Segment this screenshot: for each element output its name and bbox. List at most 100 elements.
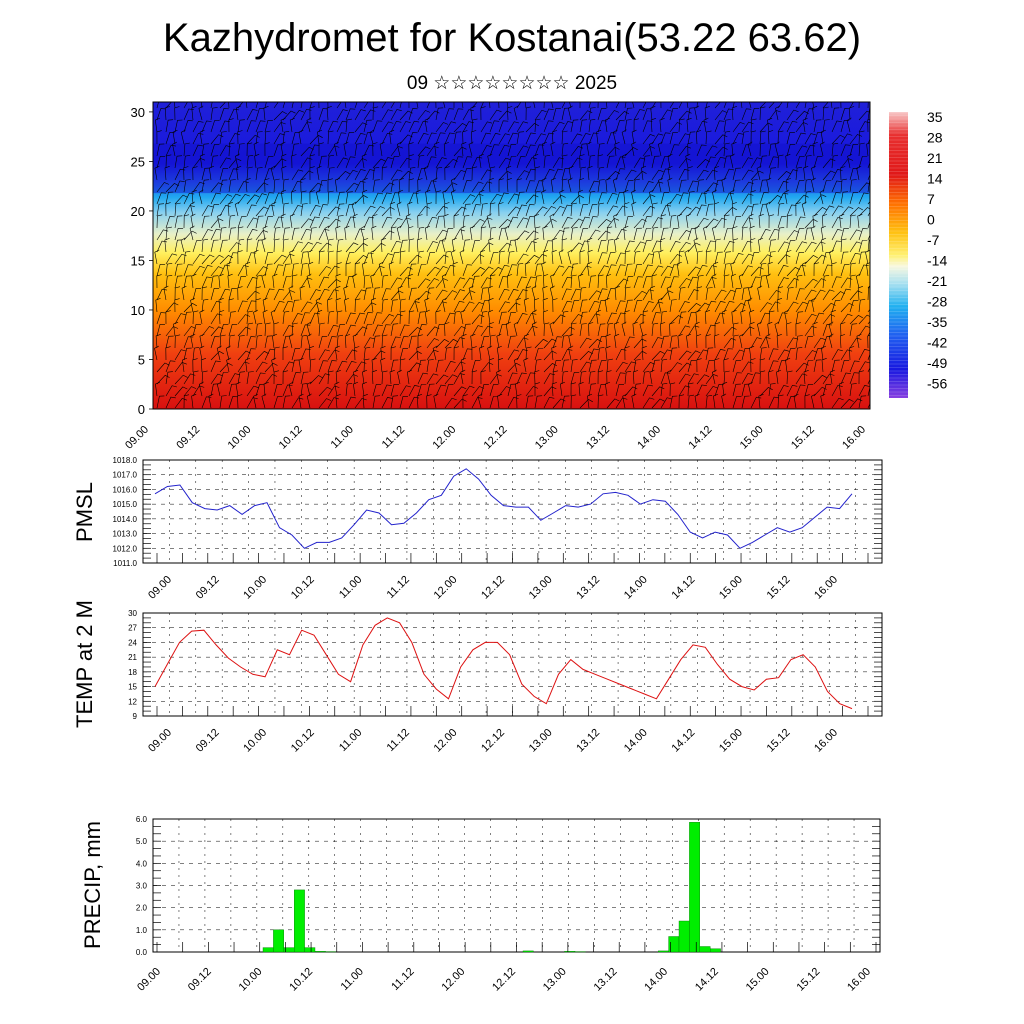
wind-barb	[786, 132, 795, 145]
wind-barb	[363, 238, 369, 253]
wind-barb	[334, 345, 340, 361]
wind-barb	[354, 133, 366, 145]
wind-barb	[489, 226, 497, 241]
wind-barb	[336, 109, 348, 121]
x-tick-label: 15.12	[794, 966, 822, 994]
wind-barb	[318, 120, 329, 133]
wind-barb	[424, 297, 430, 313]
wind-barb	[849, 106, 855, 121]
wind-barb	[354, 361, 367, 373]
wind-barb	[273, 227, 281, 241]
wind-barb	[190, 213, 196, 229]
wind-barb	[615, 229, 627, 241]
wind-barb	[237, 226, 244, 241]
wind-barb	[237, 130, 243, 145]
wind-barb	[246, 290, 260, 301]
wind-barb	[714, 120, 725, 133]
wind-barb	[309, 154, 315, 168]
wind-barb	[831, 276, 842, 289]
wind-barb	[721, 393, 727, 409]
wind-barb	[282, 238, 289, 253]
wind-barb	[469, 225, 475, 241]
wind-barb	[579, 110, 593, 121]
wind-barb	[577, 189, 584, 205]
wind-barb	[633, 241, 646, 253]
wind-barb	[650, 285, 656, 301]
wind-barb	[757, 285, 763, 301]
wind-barb	[183, 394, 190, 409]
wind-barb	[639, 321, 645, 337]
wind-barb	[840, 102, 842, 109]
wind-barb	[426, 383, 435, 397]
y-tick-label: 1018.0	[113, 456, 138, 465]
wind-barb	[381, 324, 391, 337]
wind-barb	[444, 132, 455, 145]
wind-barb	[804, 102, 807, 109]
wind-barb	[597, 360, 607, 373]
wind-barb	[858, 156, 868, 169]
wind-barb	[713, 393, 719, 409]
wind-barb	[291, 274, 298, 289]
wind-barb	[588, 322, 594, 337]
wind-barb	[552, 398, 566, 409]
wind-barb	[191, 393, 197, 409]
wind-barb	[417, 290, 431, 301]
wind-barb	[210, 204, 220, 217]
wind-barb	[300, 146, 314, 157]
wind-barb	[858, 130, 865, 145]
wind-barb	[363, 132, 373, 145]
wind-barb	[172, 129, 178, 145]
wind-barb	[795, 110, 809, 121]
wind-barb	[831, 349, 843, 361]
wind-barb	[390, 346, 396, 361]
wind-barb	[732, 349, 745, 361]
wind-barb	[857, 214, 863, 229]
wind-barb	[471, 240, 480, 253]
wind-barb	[372, 106, 379, 121]
wind-barb	[606, 370, 612, 385]
wind-barb	[504, 225, 510, 241]
wind-barb	[731, 106, 738, 121]
wind-barb	[480, 102, 484, 109]
wind-barb	[219, 205, 231, 217]
wind-barb	[390, 395, 399, 409]
wind-barb	[318, 180, 328, 193]
wind-barb	[705, 250, 712, 265]
wind-barb	[786, 120, 798, 133]
wind-barb	[424, 117, 430, 133]
x-tick-label: 13.12	[574, 727, 602, 755]
wind-barb	[372, 167, 380, 181]
wind-barb	[450, 177, 456, 193]
wind-barb	[165, 119, 174, 133]
wind-barb	[462, 203, 471, 217]
wind-barb	[291, 359, 300, 373]
wind-barb	[777, 227, 785, 241]
wind-barb	[426, 359, 434, 373]
wind-barb	[300, 218, 314, 229]
wind-barb	[732, 372, 743, 385]
wind-barb	[615, 252, 626, 265]
wind-barb	[624, 169, 637, 181]
wind-barb	[453, 214, 459, 228]
wind-barb	[687, 303, 701, 313]
wind-barb	[588, 300, 600, 313]
wind-barb	[795, 373, 808, 385]
wind-barb	[381, 253, 393, 265]
wind-barb	[462, 168, 472, 181]
wind-barb	[714, 312, 726, 325]
wind-barb	[298, 357, 304, 373]
wind-barb	[353, 381, 359, 397]
y-tick-label: 3.0	[136, 882, 148, 891]
wind-barb	[723, 102, 727, 109]
wind-barb	[570, 242, 584, 253]
wind-barb	[579, 216, 590, 229]
wind-barb	[435, 278, 449, 289]
wind-barb	[165, 202, 171, 217]
wind-barb	[721, 309, 727, 325]
wind-barb	[210, 288, 220, 301]
wind-barb	[273, 178, 280, 193]
wind-barb	[498, 288, 510, 301]
wind-barb	[174, 313, 186, 325]
wind-barb	[199, 129, 205, 145]
wind-barb	[480, 132, 491, 145]
